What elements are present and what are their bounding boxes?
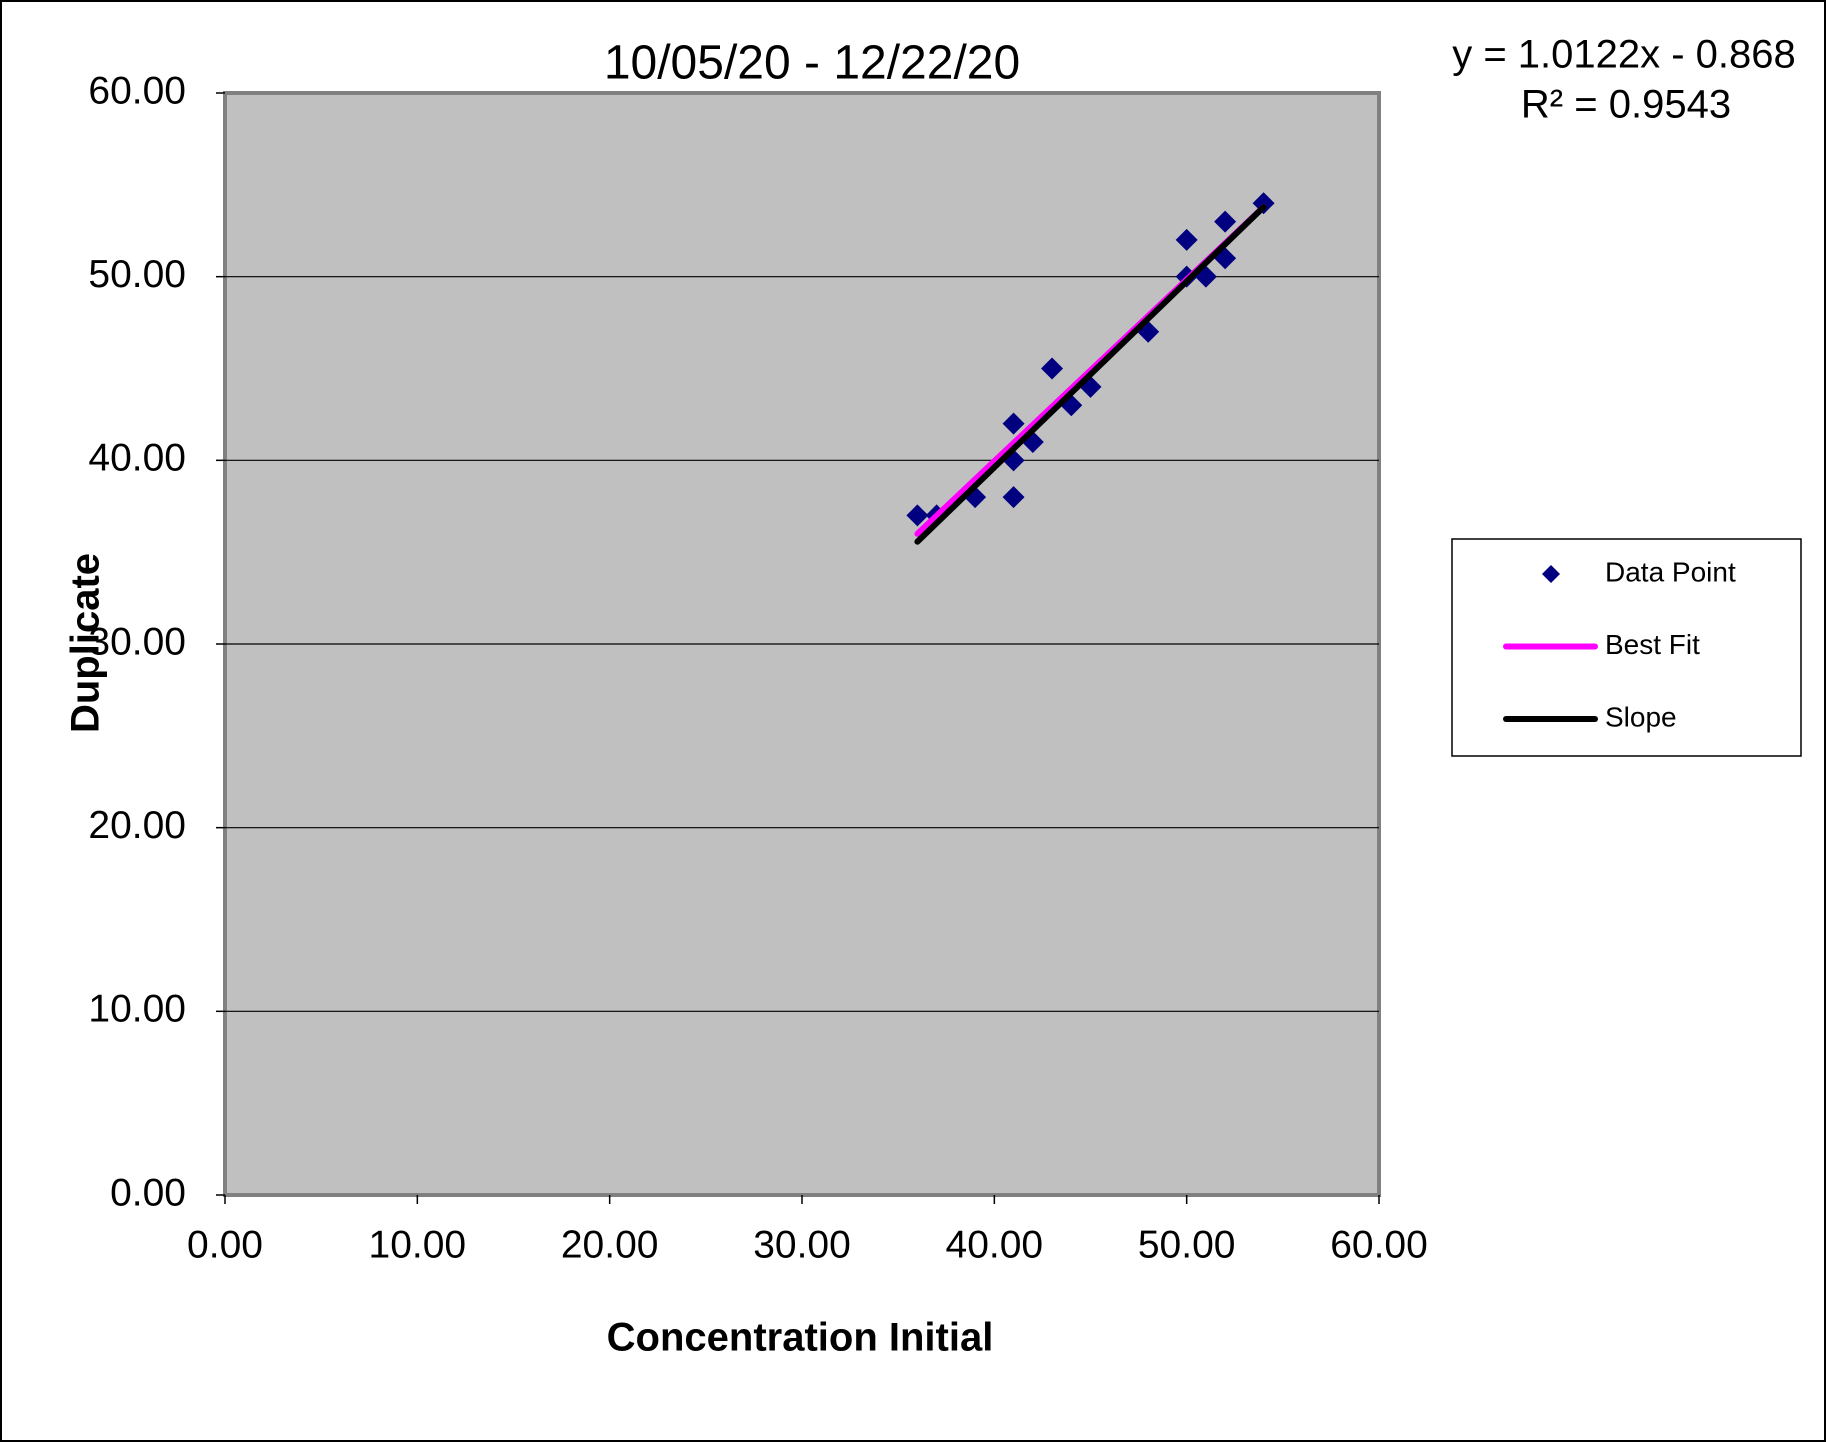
legend-label: Best Fit bbox=[1605, 629, 1700, 660]
y-tick-label: 0.00 bbox=[110, 1171, 186, 1214]
x-tick-label: 20.00 bbox=[561, 1223, 659, 1266]
chart-title: 10/05/20 - 12/22/20 bbox=[604, 37, 1020, 90]
y-axis-title: Duplicate bbox=[64, 553, 108, 733]
data-point bbox=[906, 504, 929, 527]
data-point bbox=[1214, 210, 1237, 233]
x-tick-label: 30.00 bbox=[753, 1223, 851, 1266]
x-tick-label: 0.00 bbox=[187, 1223, 263, 1266]
x-tick-label: 60.00 bbox=[1330, 1223, 1428, 1266]
y-tick-label: 30.00 bbox=[88, 620, 186, 663]
trend-line bbox=[914, 204, 1267, 545]
data-point bbox=[1175, 228, 1198, 251]
legend-symbol bbox=[1542, 565, 1560, 583]
data-point bbox=[1002, 486, 1025, 509]
legend-label: Slope bbox=[1605, 701, 1677, 732]
equation: y = 1.0122x - 0.868 bbox=[1452, 33, 1796, 77]
x-axis-title: Concentration Initial bbox=[607, 1316, 994, 1360]
x-tick-label: 10.00 bbox=[369, 1223, 467, 1266]
x-tick-label: 50.00 bbox=[1138, 1223, 1236, 1266]
y-tick-label: 10.00 bbox=[88, 988, 186, 1031]
r-squared: R² = 0.9543 bbox=[1521, 83, 1731, 127]
y-tick-label: 60.00 bbox=[88, 69, 186, 112]
y-tick-label: 50.00 bbox=[88, 253, 186, 296]
x-tick-label: 40.00 bbox=[946, 1223, 1044, 1266]
legend-label: Data Point bbox=[1605, 556, 1736, 587]
y-tick-label: 40.00 bbox=[88, 437, 186, 480]
data-point bbox=[1002, 412, 1025, 435]
y-tick-label: 20.00 bbox=[88, 804, 186, 847]
data-point bbox=[1041, 357, 1064, 380]
